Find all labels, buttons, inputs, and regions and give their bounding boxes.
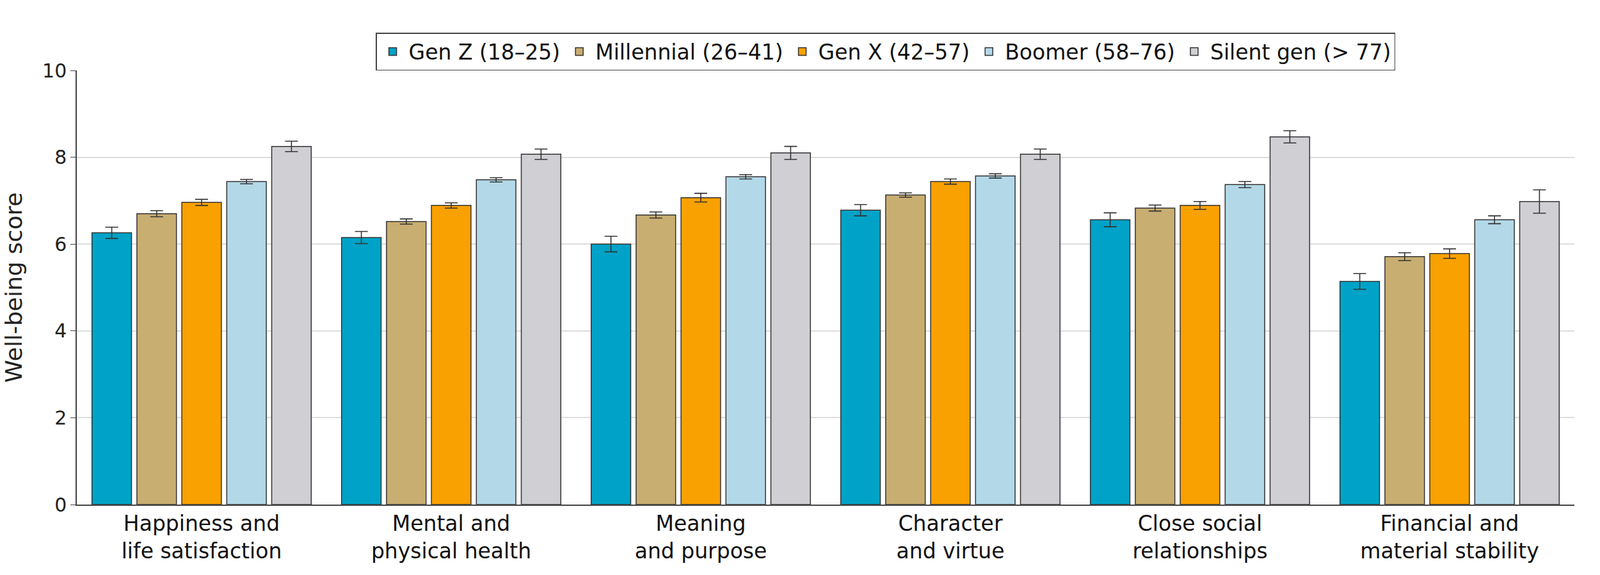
svg-text:Well-being score: Well-being score <box>0 192 27 383</box>
svg-text:2: 2 <box>54 406 67 429</box>
svg-text:Gen X (42–57): Gen X (42–57) <box>818 39 971 65</box>
svg-text:Millennial (26–41): Millennial (26–41) <box>595 39 783 65</box>
svg-text:Happiness andlife satisfaction: Happiness andlife satisfaction <box>121 510 283 564</box>
svg-text:Gen Z (18–25): Gen Z (18–25) <box>408 39 561 65</box>
svg-text:0: 0 <box>54 493 67 516</box>
svg-text:Boomer (58–76): Boomer (58–76) <box>1004 39 1176 65</box>
svg-text:Mental andphysical health: Mental andphysical health <box>371 510 532 564</box>
svg-text:10: 10 <box>42 59 67 82</box>
svg-text:Silent gen (> 77): Silent gen (> 77) <box>1210 39 1391 65</box>
svg-text:Financial andmaterial stabilit: Financial andmaterial stability <box>1360 510 1540 564</box>
svg-text:6: 6 <box>54 232 67 256</box>
svg-text:4: 4 <box>54 319 67 342</box>
svg-text:Characterand virtue: Characterand virtue <box>896 510 1005 564</box>
svg-text:8: 8 <box>54 145 67 169</box>
svg-text:Close socialrelationships: Close socialrelationships <box>1132 510 1268 564</box>
svg-text:Meaningand purpose: Meaningand purpose <box>634 510 768 564</box>
